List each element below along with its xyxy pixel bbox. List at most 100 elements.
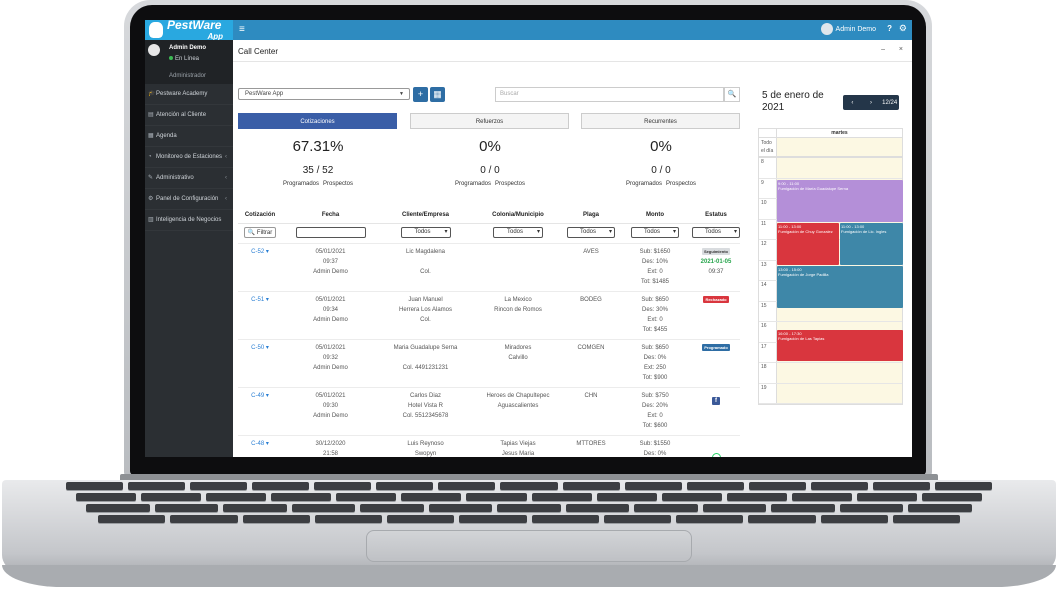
- sidebar-item-2[interactable]: ▦ Agenda: [145, 126, 233, 147]
- header-monto[interactable]: Monto: [618, 207, 692, 224]
- hamburger-menu-icon[interactable]: ≡: [239, 24, 245, 35]
- hour-row: 8: [759, 158, 902, 179]
- sidebar-item-6[interactable]: ▥ Inteligencia de Negocios: [145, 210, 233, 231]
- next-day-button[interactable]: ›: [870, 99, 872, 106]
- tab-refuerzos[interactable]: Refuerzos: [410, 113, 569, 129]
- settings-gear-icon[interactable]: ⚙: [898, 23, 907, 33]
- help-icon[interactable]: ?: [887, 24, 892, 33]
- table-row[interactable]: C-52 ▾ 05/01/2021 09:37 Admin Demo Lic Magda…: [238, 243, 740, 292]
- logo-name: PestWare: [167, 20, 222, 32]
- sidebar-item-label: Pestware Academy: [156, 91, 208, 97]
- calendar-event[interactable]: 13:00 - 15:00 Fumigación de Jorge Padilla: [777, 265, 903, 308]
- header-colonia[interactable]: Colonia/Municipio: [472, 207, 564, 224]
- amount-filter-select[interactable]: Todos: [631, 226, 679, 238]
- company-select[interactable]: PestWare App ▼: [238, 88, 410, 100]
- user-menu[interactable]: Admin Demo: [820, 23, 876, 35]
- calendar-nav: ‹ › 12/24: [843, 95, 899, 110]
- chart-icon: ▥: [148, 217, 154, 223]
- amount-sub: Sub: $1650: [639, 248, 671, 255]
- tab-cotizaciones[interactable]: Cotizaciones: [238, 113, 397, 129]
- hour-cell[interactable]: [777, 158, 902, 178]
- header-cotizacion[interactable]: Cotización: [238, 207, 282, 224]
- prev-day-button[interactable]: ‹: [851, 99, 854, 106]
- plague-filter-select[interactable]: Todos: [567, 226, 615, 238]
- client-name: Luis Reynoso: [407, 440, 444, 447]
- graduation-cap-icon: 🎓: [148, 91, 156, 97]
- header-estatus[interactable]: Estatus: [692, 207, 740, 224]
- sidebar-item-1[interactable]: ▤ Atención al Cliente: [145, 105, 233, 126]
- stat-percentage: 0%: [479, 138, 501, 155]
- calendar-event[interactable]: 9:00 - 11:00 Fumigación de María Guadalup…: [777, 179, 903, 222]
- calendar-event[interactable]: 11:00 - 13:00 Fumigación de Lic. Ingles: [840, 222, 903, 265]
- header-cliente[interactable]: Cliente/Empresa: [379, 207, 472, 224]
- quote-id-link[interactable]: C-48 ▾: [251, 440, 269, 447]
- tab-recurrentes[interactable]: Recurrentes: [581, 113, 740, 129]
- client-contact: Col. 5512345678: [402, 412, 449, 419]
- header-fecha[interactable]: Fecha: [282, 207, 379, 224]
- event-time: 11:00 - 13:00: [778, 223, 802, 229]
- quote-id-link[interactable]: C-51 ▾: [251, 296, 269, 303]
- quote-author: Admin Demo: [313, 316, 348, 323]
- window-controls[interactable]: – ×: [881, 46, 909, 53]
- online-dot-icon: [169, 56, 173, 60]
- filter-button[interactable]: 🔍 Filtrar: [243, 226, 277, 238]
- table-row[interactable]: C-51 ▾ 05/01/2021 09:34 Admin Demo Juan Manu…: [238, 291, 740, 340]
- sidebar-item-5[interactable]: ⚙ Panel de Configuración ‹: [145, 189, 233, 210]
- hour-cell[interactable]: [777, 363, 902, 383]
- status-filter-select[interactable]: Todos: [692, 226, 740, 238]
- calendar-event[interactable]: 16:00 - 17:30 Fumigación de Las Tapias: [777, 330, 903, 362]
- status-text: En Línea: [175, 56, 200, 62]
- amount-discount: Des: 30%: [641, 306, 668, 313]
- event-time: 9:00 - 11:00: [778, 180, 800, 186]
- quote-author: Admin Demo: [313, 268, 348, 275]
- sidebar-item-4[interactable]: ✎ Administrativo ‹: [145, 168, 233, 189]
- client-company: [379, 257, 472, 267]
- quote-id-link[interactable]: C-52 ▾: [251, 248, 269, 255]
- plague: MTTORES: [576, 440, 606, 447]
- stat-percentage: 67.31%: [292, 138, 344, 155]
- search-input[interactable]: Buscar: [495, 87, 724, 102]
- client-name: Carlos Diaz: [409, 392, 441, 399]
- status-badge: Rechazado: [703, 295, 729, 303]
- client-company: Hotel Vista R: [408, 402, 443, 409]
- date-filter-input[interactable]: [295, 226, 366, 238]
- calendar-event[interactable]: 11:00 - 13:00 Fumigación de Chuy Gonzalez: [777, 222, 839, 265]
- sidebar-item-0[interactable]: 🎓Pestware Academy: [145, 84, 233, 105]
- calendar-button[interactable]: ▦: [430, 87, 445, 102]
- event-title: Fumigación de Jorge Padilla: [778, 271, 829, 277]
- stat-fraction: 35 / 52: [302, 165, 334, 176]
- municipality: Jesus Maria: [501, 450, 535, 457]
- sidebar-item-3[interactable]: ◔ Monitoreo de Estaciones ‹: [145, 147, 233, 168]
- hour-row: 19: [759, 383, 902, 404]
- status-date: 2021-01-05: [700, 258, 732, 265]
- divider: [233, 61, 912, 62]
- quote-time: 09:37: [322, 258, 338, 265]
- amount-total: Tot: $455: [642, 326, 668, 333]
- app-logo[interactable]: PestWare App: [145, 20, 233, 41]
- hour-label: 14: [759, 281, 777, 301]
- sidebar-user-panel: Admin Demo En Línea Administrador: [145, 40, 233, 84]
- all-day-cell[interactable]: [777, 138, 902, 156]
- search-icon[interactable]: 🔍: [724, 87, 740, 102]
- quote-id-link[interactable]: C-49 ▾: [251, 392, 269, 399]
- table-row[interactable]: C-50 ▾ 05/01/2021 09:32 Admin Demo Maria Gua…: [238, 339, 740, 388]
- stat-labels: Programados Prospectos: [596, 181, 726, 187]
- header-plaga[interactable]: Plaga: [564, 207, 618, 224]
- calendar-date-line1: 5 de enero de: [762, 90, 824, 101]
- amount-discount: Des: 0%: [643, 354, 667, 361]
- sidebar-item-label: Administrativo: [156, 175, 194, 181]
- amount-extra: Ext: 250: [643, 364, 666, 371]
- table-row[interactable]: C-49 ▾ 05/01/2021 09:30 Admin Demo Carlos Di…: [238, 387, 740, 436]
- add-button[interactable]: +: [413, 87, 428, 102]
- plague: AVES: [583, 248, 599, 255]
- hour-cell[interactable]: [777, 383, 902, 403]
- event-time: 16:00 - 17:30: [778, 331, 802, 336]
- amount-sub: Sub: $750: [641, 392, 669, 399]
- client-filter-select[interactable]: Todos: [400, 226, 451, 238]
- colony-filter-select[interactable]: Todos: [493, 226, 543, 238]
- quote-id-link[interactable]: C-50 ▾: [251, 344, 269, 351]
- quote-author: Admin Demo: [313, 364, 348, 371]
- plague: COMGEN: [577, 344, 605, 351]
- client-company: Swopyn: [414, 450, 437, 457]
